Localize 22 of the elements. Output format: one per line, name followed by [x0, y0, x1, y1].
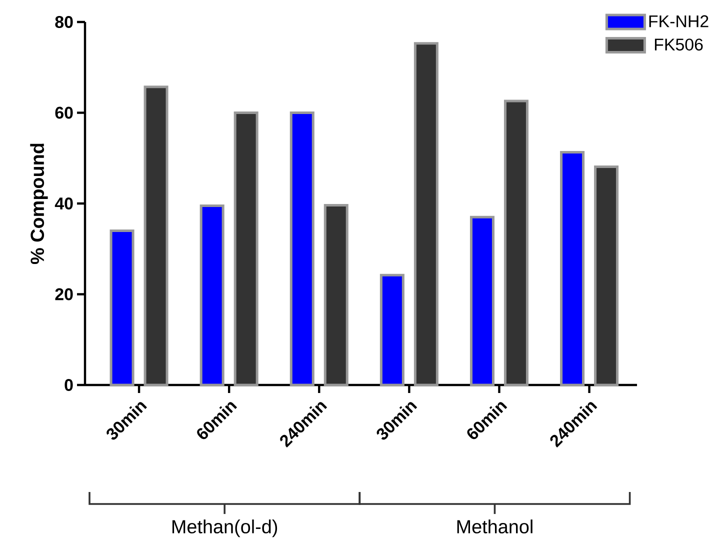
- legend-label: FK-NH2: [649, 15, 708, 28]
- bar: [234, 111, 258, 386]
- y-tick-label: 80: [55, 16, 73, 28]
- bar: [560, 150, 585, 386]
- bar: [144, 86, 168, 386]
- bar: [324, 204, 348, 386]
- bar: [594, 165, 619, 386]
- y-tick-label: 40: [54, 197, 73, 210]
- y-tick-label: 60: [55, 106, 73, 119]
- y-tick-label: 0: [64, 378, 73, 391]
- bar: [380, 274, 404, 386]
- y-axis-title: % Compound: [30, 144, 48, 264]
- y-tick-label: 20: [55, 288, 73, 300]
- bar: [110, 229, 134, 386]
- text: Methan(ol-d): [172, 520, 278, 538]
- bar: [290, 111, 314, 386]
- bar: [470, 216, 494, 386]
- legend-label: FK506: [654, 38, 703, 51]
- bar: [414, 42, 438, 386]
- text: Methanol: [457, 520, 532, 534]
- bar: [504, 100, 528, 386]
- bar: [200, 204, 224, 386]
